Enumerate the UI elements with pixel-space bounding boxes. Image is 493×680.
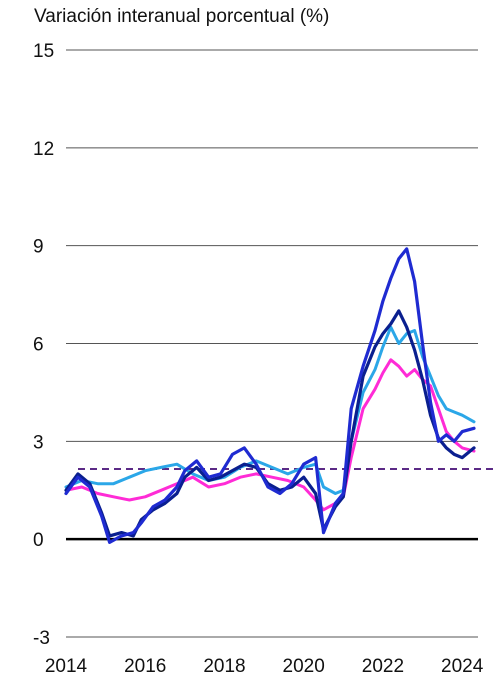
y-tick-label: 15 bbox=[33, 41, 54, 62]
x-tick-label: 2024 bbox=[441, 656, 484, 677]
series-line-3 bbox=[64, 309, 476, 538]
y-tick-label: 12 bbox=[33, 139, 54, 160]
series-lines bbox=[64, 247, 476, 545]
y-tick-label: -3 bbox=[33, 628, 50, 649]
gridlines bbox=[66, 49, 478, 638]
y-tick-label: 0 bbox=[33, 530, 44, 551]
series-line-1 bbox=[64, 358, 476, 512]
x-axis-ticks: 2014 2016 2018 2020 2022 2024 bbox=[45, 656, 484, 677]
reference-lines bbox=[66, 468, 493, 541]
chart-title: Variación interanual porcentual (%) bbox=[34, 6, 330, 27]
y-axis-ticks: -3 0 3 6 9 12 15 bbox=[33, 41, 54, 649]
y-tick-label: 6 bbox=[33, 335, 44, 356]
y-tick-label: 3 bbox=[33, 432, 44, 453]
y-tick-label: 9 bbox=[33, 237, 44, 258]
series-line-4 bbox=[64, 247, 476, 545]
x-tick-label: 2020 bbox=[283, 656, 325, 677]
x-tick-label: 2016 bbox=[124, 656, 166, 677]
x-tick-label: 2022 bbox=[362, 656, 404, 677]
x-tick-label: 2014 bbox=[45, 656, 88, 677]
x-tick-label: 2018 bbox=[203, 656, 245, 677]
